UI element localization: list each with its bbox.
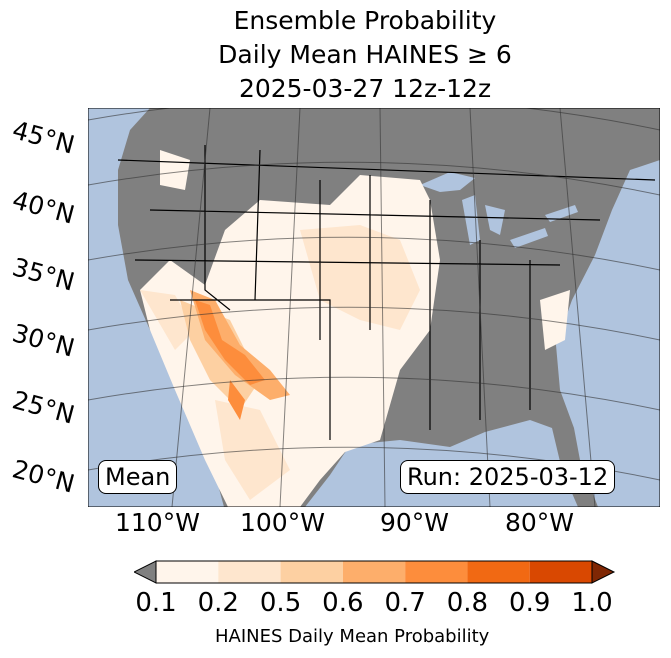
lon-label-80: 80°W [505,508,575,537]
colorbar-segment [405,561,468,583]
colorbar-segment [342,561,406,583]
colorbar-tick: 0.5 [259,588,302,618]
lon-label-110: 110°W [115,508,200,537]
prob-0.2-0.5 [140,225,420,500]
colorbar [134,560,616,584]
colorbar-tick: 1.0 [571,588,613,618]
lat-label-35: 35°N [9,252,78,297]
prob-0.6-0.7 [190,290,290,400]
title-line-1: Ensemble Probability [233,6,497,35]
lat-label-20: 20°N [9,454,78,499]
lat-label-25: 25°N [9,385,78,430]
run-box: Run: 2025-03-12 [400,460,616,494]
colorbar-over-arrow [591,560,616,584]
great-lakes [420,172,578,248]
map [88,108,660,507]
colorbar-tick: 0.8 [446,588,489,618]
colorbar-segment [156,561,219,583]
lon-label-100: 100°W [240,508,325,537]
colorbar-tick: 0.2 [197,588,239,618]
graticule [88,108,660,507]
state-borders [117,145,656,440]
colorbar-segment [467,561,530,583]
lon-label-90: 90°W [380,508,450,537]
lat-label-40: 40°N [9,185,78,230]
colorbar-tick: 0.1 [135,588,177,618]
prob-0.7-0.8 [195,300,265,420]
title-line-3: 2025-03-27 12z-12z [238,74,492,103]
colorbar-tick: 0.7 [384,588,426,618]
lat-label-45: 45°N [9,115,78,160]
colorbar-segment [218,561,281,583]
pacific-ocean [88,108,224,507]
mean-box: Mean [98,460,178,494]
colorbar-segment [529,561,592,583]
colorbar-tick: 0.6 [322,588,364,618]
colorbar-label: HAINES Daily Mean Probability [215,626,490,647]
colorbar-segment [280,561,343,583]
colorbar-tick: 0.9 [509,588,551,618]
colorbar-under-arrow [134,560,157,584]
lat-label-30: 30°N [9,318,78,363]
title-line-2: Daily Mean HAINES ≥ 6 [218,40,512,69]
atlantic-ocean [556,160,660,507]
